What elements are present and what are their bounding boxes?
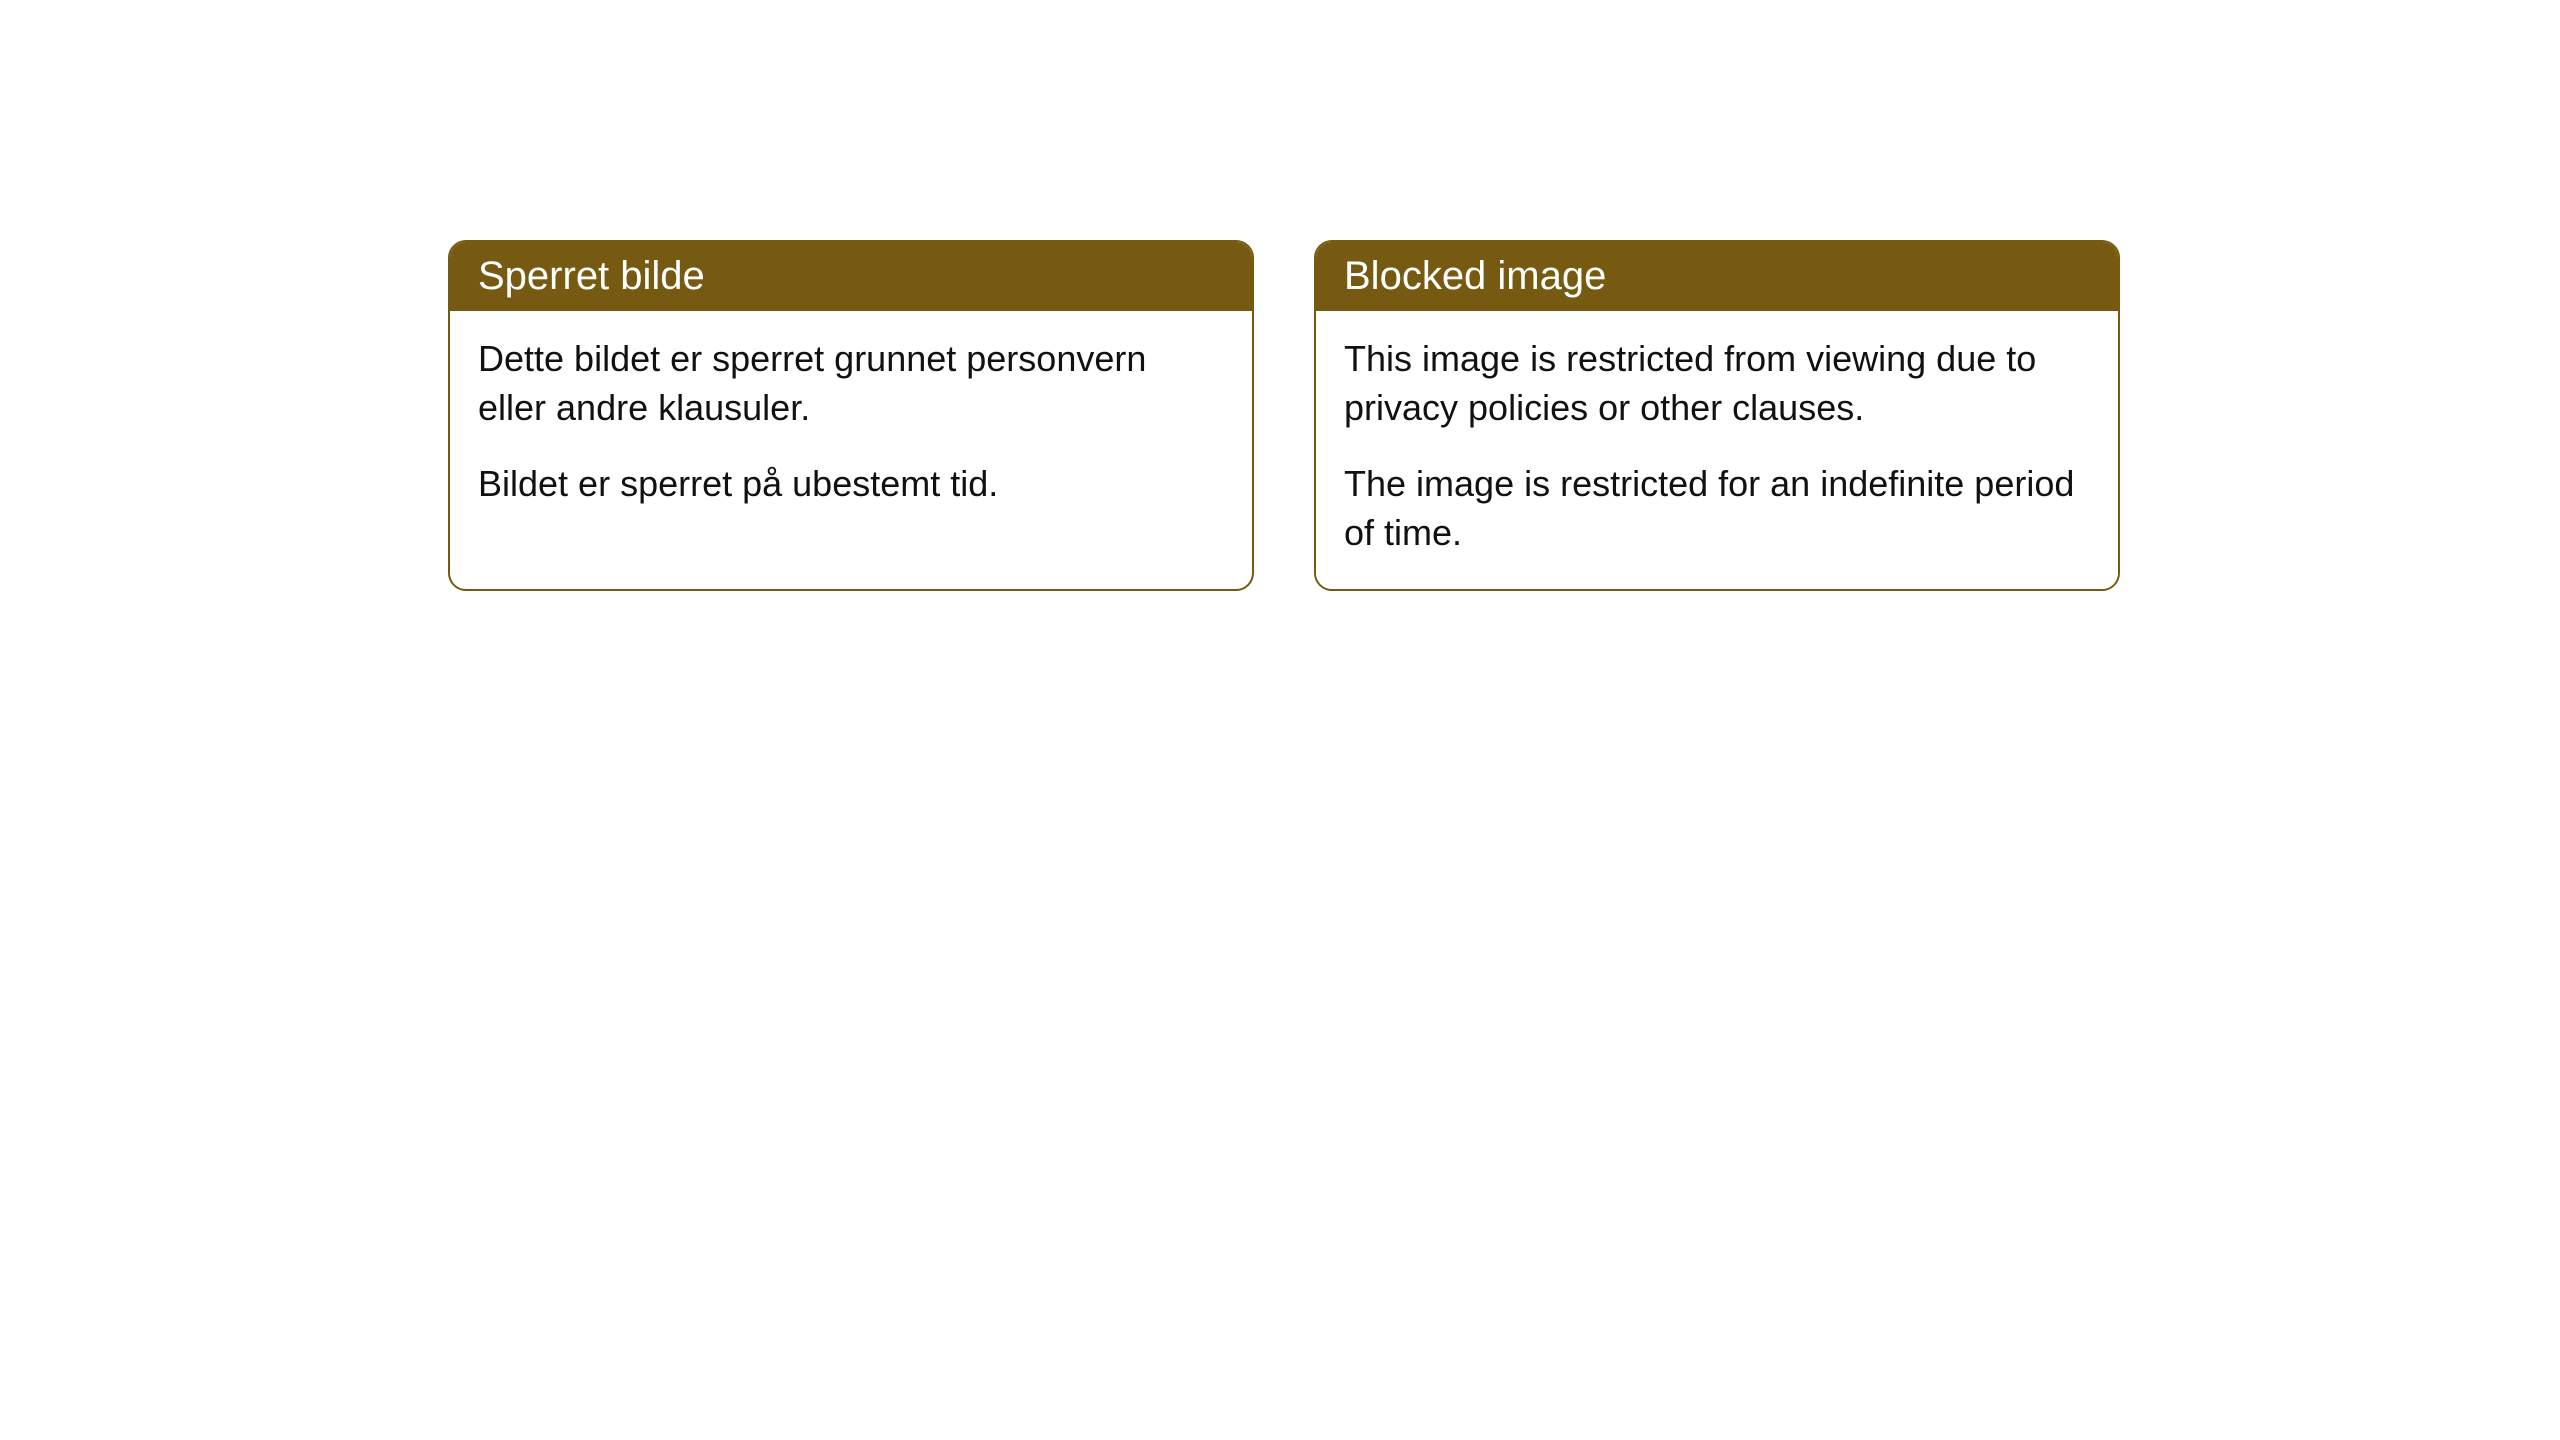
blocked-image-card-norwegian: Sperret bilde Dette bildet er sperret gr…	[448, 240, 1254, 591]
card-body-norwegian: Dette bildet er sperret grunnet personve…	[450, 311, 1252, 541]
card-body-english: This image is restricted from viewing du…	[1316, 311, 2118, 589]
card-text-english-1: This image is restricted from viewing du…	[1344, 335, 2090, 432]
card-text-norwegian-1: Dette bildet er sperret grunnet personve…	[478, 335, 1224, 432]
blocked-image-card-english: Blocked image This image is restricted f…	[1314, 240, 2120, 591]
card-header-english: Blocked image	[1316, 242, 2118, 311]
card-text-english-2: The image is restricted for an indefinit…	[1344, 460, 2090, 557]
notice-cards-container: Sperret bilde Dette bildet er sperret gr…	[448, 240, 2560, 591]
card-text-norwegian-2: Bildet er sperret på ubestemt tid.	[478, 460, 1224, 509]
card-header-norwegian: Sperret bilde	[450, 242, 1252, 311]
